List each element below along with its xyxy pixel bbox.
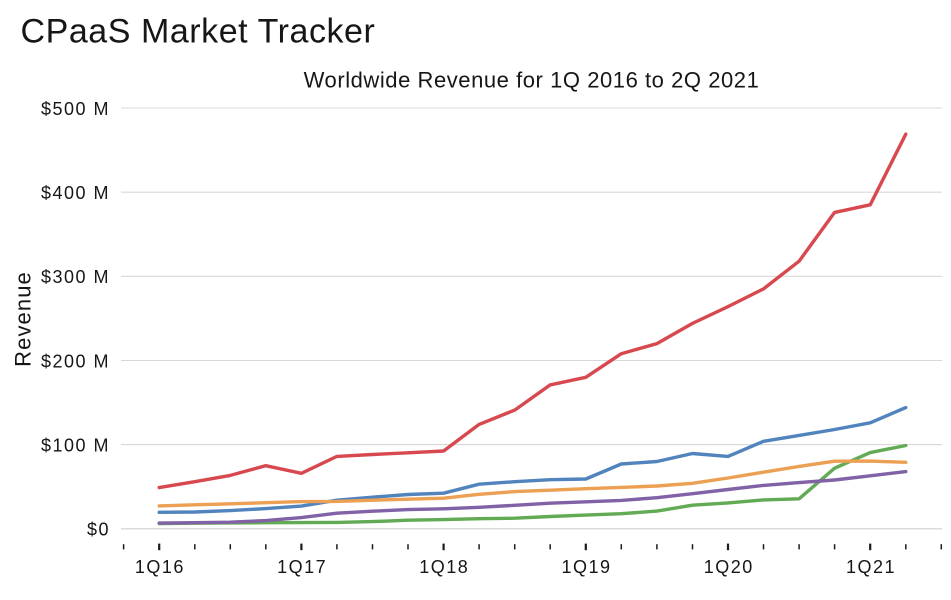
svg-text:$100 M: $100 M [41, 436, 110, 456]
svg-text:$0: $0 [87, 520, 110, 540]
svg-text:$300 M: $300 M [41, 267, 110, 287]
svg-text:1Q18: 1Q18 [419, 557, 469, 577]
svg-text:Worldwide Revenue for 1Q 2016: Worldwide Revenue for 1Q 2016 to 2Q 2021 [304, 68, 760, 93]
svg-text:1Q19: 1Q19 [561, 557, 611, 577]
svg-text:$500 M: $500 M [41, 99, 110, 119]
svg-text:Revenue: Revenue [11, 271, 36, 367]
svg-text:1Q20: 1Q20 [704, 557, 754, 577]
svg-text:1Q16: 1Q16 [135, 557, 185, 577]
svg-text:1Q17: 1Q17 [277, 557, 327, 577]
svg-text:CPaaS Market Tracker: CPaaS Market Tracker [21, 13, 376, 51]
svg-text:$200 M: $200 M [41, 351, 110, 371]
svg-text:$400 M: $400 M [41, 183, 110, 203]
svg-text:1Q21: 1Q21 [846, 557, 896, 577]
